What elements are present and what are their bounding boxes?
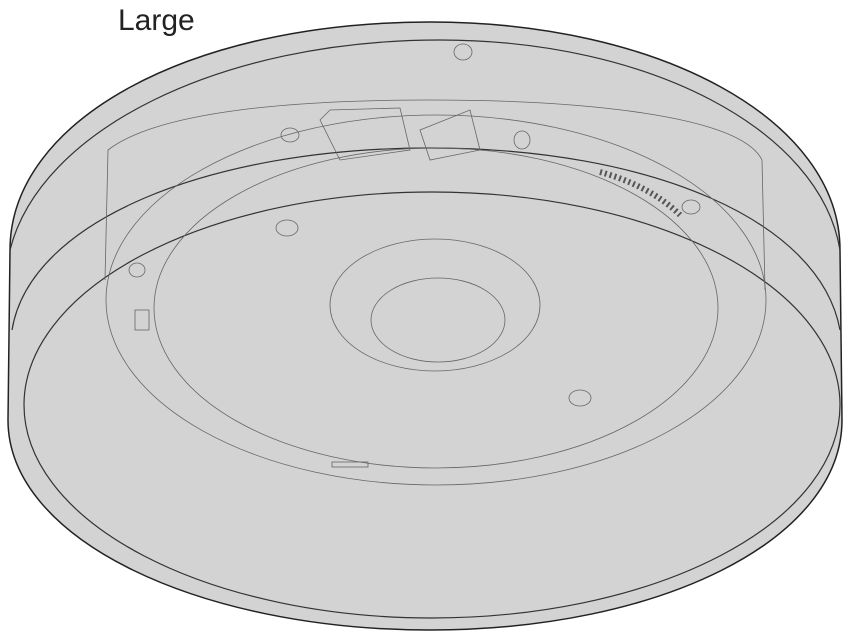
device (7, 21, 843, 631)
size-label: Large (118, 4, 195, 37)
screws (128, 127, 701, 407)
